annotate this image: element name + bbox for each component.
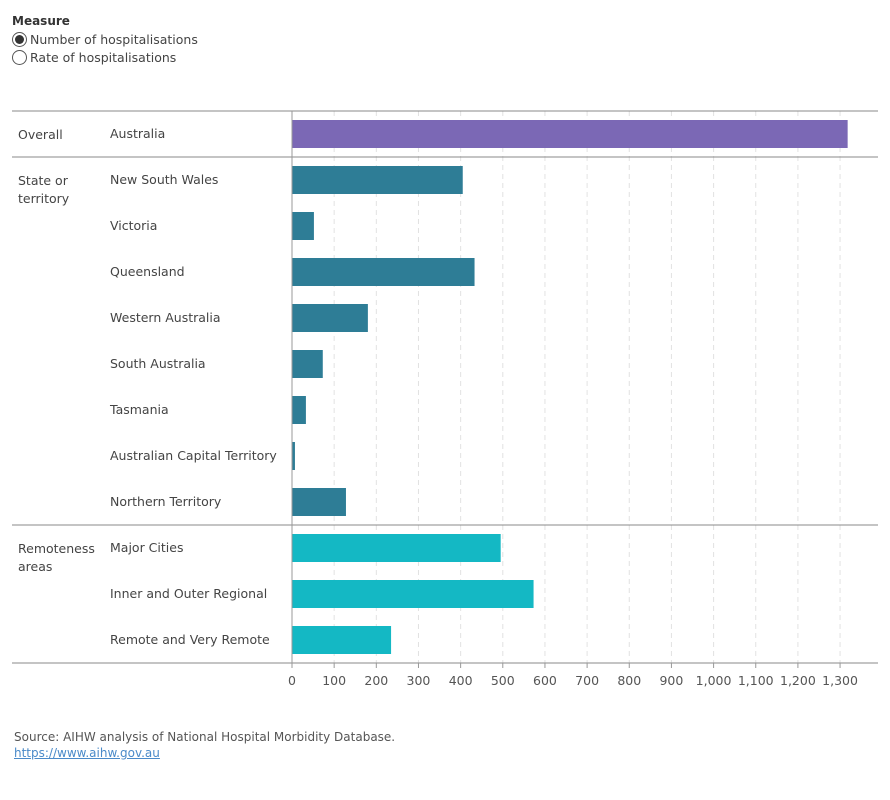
- x-tick-label: 900: [659, 673, 683, 688]
- category-label: Inner and Outer Regional: [110, 586, 267, 601]
- x-tick-label: 1,100: [738, 673, 774, 688]
- group-label: Overall: [18, 127, 63, 142]
- radio-option-rate[interactable]: Rate of hospitalisations: [12, 48, 198, 66]
- group-label: Remoteness areas: [18, 541, 95, 574]
- bar: [292, 350, 323, 378]
- source-note: Source: AIHW analysis of National Hospit…: [14, 729, 395, 761]
- category-label: South Australia: [110, 356, 206, 371]
- measure-control: Measure Number of hospitalisations Rate …: [12, 14, 198, 66]
- x-tick-label: 800: [617, 673, 641, 688]
- x-tick-label: 600: [533, 673, 557, 688]
- x-tick-label: 1,300: [822, 673, 858, 688]
- bar: [292, 626, 392, 654]
- bar: [292, 442, 295, 470]
- category-label: Victoria: [110, 218, 157, 233]
- radio-option-number[interactable]: Number of hospitalisations: [12, 30, 198, 48]
- x-tick-label: 400: [449, 673, 473, 688]
- bar: [292, 258, 475, 286]
- category-label: Australian Capital Territory: [110, 448, 277, 463]
- bar: [292, 580, 534, 608]
- x-tick-label: 200: [364, 673, 388, 688]
- bar: [292, 396, 306, 424]
- x-tick-label: 300: [407, 673, 431, 688]
- bar: [292, 166, 463, 194]
- measure-title: Measure: [12, 14, 70, 28]
- category-label: New South Wales: [110, 172, 218, 187]
- bar: [292, 534, 501, 562]
- x-tick-label: 1,200: [780, 673, 816, 688]
- bar-chart: Overall Australia State or territory New Sou…: [12, 110, 878, 688]
- source-link[interactable]: https://www.aihw.gov.au: [14, 746, 160, 760]
- x-tick-label: 1,000: [696, 673, 732, 688]
- radio-label-number: Number of hospitalisations: [30, 31, 198, 47]
- x-tick-label: 100: [322, 673, 346, 688]
- radio-label-rate: Rate of hospitalisations: [30, 49, 177, 65]
- source-text: Source: AIHW analysis of National Hospit…: [14, 730, 396, 744]
- category-label: Australia: [110, 126, 165, 141]
- radio-checked-icon[interactable]: [12, 31, 27, 47]
- bar: [292, 120, 848, 148]
- radio-unchecked-icon[interactable]: [12, 49, 27, 65]
- group-label: State or territory: [18, 173, 70, 206]
- category-label: Northern Territory: [110, 494, 222, 509]
- x-tick-label: 500: [491, 673, 515, 688]
- category-label: Major Cities: [110, 540, 183, 555]
- category-label: Remote and Very Remote: [110, 632, 270, 647]
- x-tick-label: 700: [575, 673, 599, 688]
- x-tick-label: 0: [288, 673, 296, 688]
- category-label: Tasmania: [109, 402, 169, 417]
- bar: [292, 212, 314, 240]
- category-label: Western Australia: [110, 310, 221, 325]
- bar: [292, 304, 368, 332]
- category-label: Queensland: [110, 264, 185, 279]
- bar: [292, 488, 346, 516]
